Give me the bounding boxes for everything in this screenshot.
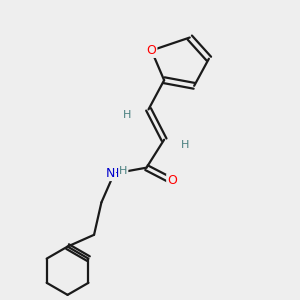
Text: H: H [123,110,131,120]
Text: H: H [110,167,119,180]
Text: O: O [146,44,156,57]
Text: O: O [167,174,177,188]
Text: H: H [181,140,190,150]
Text: H: H [119,166,128,176]
Text: N: N [106,167,115,180]
